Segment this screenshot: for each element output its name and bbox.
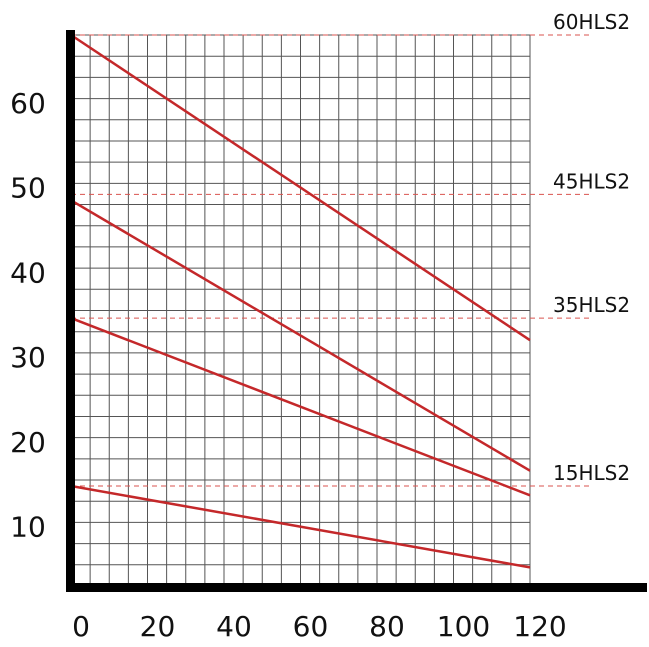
y-tick-label: 40 — [10, 256, 46, 289]
reference-label: 45HLS2 — [553, 169, 630, 193]
x-tick-label: 60 — [293, 610, 329, 642]
y-axis — [66, 30, 75, 592]
x-tick-label: 120 — [513, 610, 566, 642]
reference-label: 35HLS2 — [553, 293, 630, 317]
series-line — [70, 484, 531, 569]
y-tick-label: 50 — [10, 172, 46, 205]
grid — [70, 34, 531, 586]
tick-labels: 10 20 30 40 50 60 0 20 40 60 80 100 120 — [10, 87, 567, 643]
x-tick-label: 100 — [437, 610, 490, 642]
y-tick-label: 20 — [10, 426, 46, 459]
reference-label: 15HLS2 — [553, 461, 630, 485]
series-line — [70, 33, 531, 342]
x-tick-label: 40 — [216, 610, 252, 642]
axes — [66, 30, 647, 592]
x-tick-label: 80 — [369, 610, 405, 642]
y-tick-label: 60 — [10, 87, 46, 120]
series-line — [70, 316, 531, 497]
x-axis — [66, 583, 647, 592]
x-tick-label: 0 — [72, 610, 90, 642]
series-lines — [70, 33, 531, 569]
x-tick-label: 20 — [140, 610, 176, 642]
series-line — [70, 199, 531, 472]
reference-lines: 60HLS2 45HLS2 35HLS2 15HLS2 — [71, 10, 630, 487]
reference-label: 60HLS2 — [553, 10, 630, 34]
y-tick-label: 10 — [10, 511, 46, 544]
y-tick-label: 30 — [10, 341, 46, 374]
